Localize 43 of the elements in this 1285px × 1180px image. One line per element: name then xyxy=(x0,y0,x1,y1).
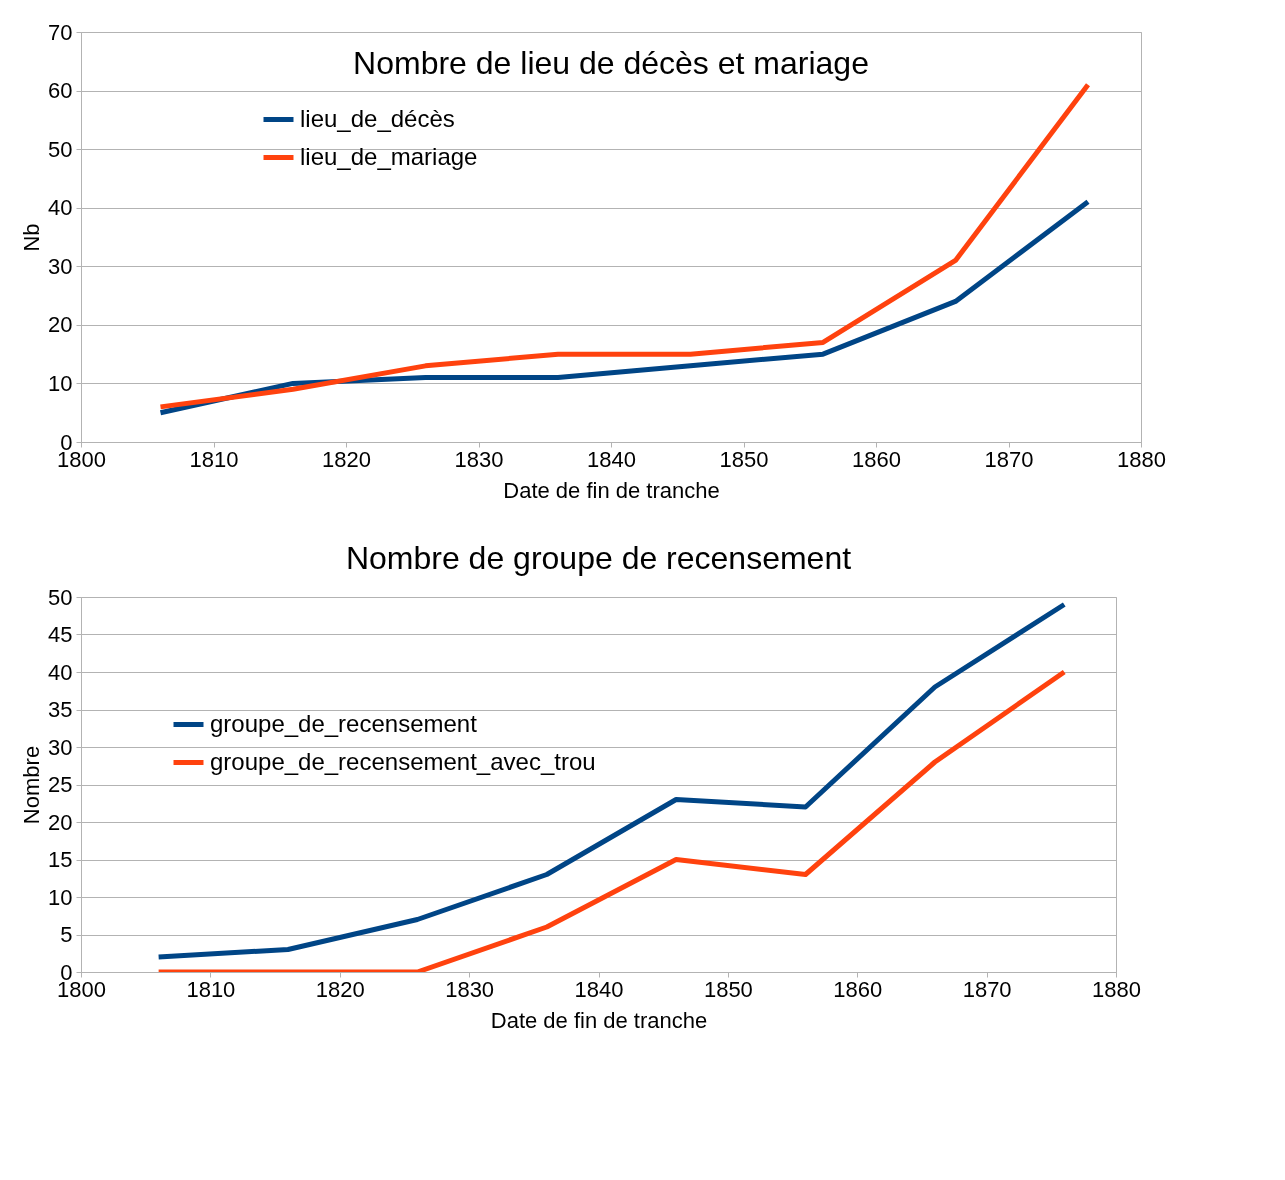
y-tick-label: 5 xyxy=(60,922,73,947)
y-axis-title: Nombre xyxy=(19,745,45,825)
x-tick-label: 1830 xyxy=(454,446,504,472)
x-tick-label: 1870 xyxy=(984,446,1034,472)
x-tick-label: 1840 xyxy=(574,976,624,1002)
x-tick-label: 1880 xyxy=(1092,976,1141,1002)
y-tick-label: 40 xyxy=(48,195,73,221)
legend-label: groupe_de_recensement xyxy=(210,709,478,737)
y-axis-title: Nb xyxy=(19,223,45,252)
y-tick-label: 35 xyxy=(48,697,73,722)
legend-label: lieu_de_mariage xyxy=(300,142,478,170)
x-tick-label: 1840 xyxy=(587,446,636,472)
x-tick-label: 1860 xyxy=(852,446,901,472)
y-tick-label: 15 xyxy=(48,847,73,872)
x-tick-label: 1810 xyxy=(189,446,239,472)
chart-title: Nombre de groupe de recensement xyxy=(345,540,852,576)
y-tick-label: 20 xyxy=(48,809,73,835)
x-tick-label: 1810 xyxy=(186,976,236,1002)
y-tick-label: 20 xyxy=(48,312,73,338)
y-tick-label: 70 xyxy=(48,19,73,45)
y-tick-label: 50 xyxy=(48,136,73,162)
x-tick-label: 1850 xyxy=(703,976,753,1002)
y-tick-label: 40 xyxy=(48,659,73,685)
legend-label: lieu_de_décès xyxy=(300,104,455,132)
x-tick-label: 1880 xyxy=(1117,446,1166,472)
x-tick-label: 1860 xyxy=(833,976,883,1002)
legend-label: groupe_de_recensement_avec_trou xyxy=(210,747,596,775)
y-tick-label: 10 xyxy=(48,370,73,396)
y-tick-label: 30 xyxy=(48,253,73,279)
x-tick-label: 1870 xyxy=(962,976,1012,1002)
y-tick-label: 10 xyxy=(48,884,73,910)
x-axis-title: Date de fin de tranche xyxy=(490,1007,708,1033)
chart-title: Nombre de lieu de décès et mariage xyxy=(353,45,869,81)
x-tick-label: 1850 xyxy=(719,446,769,472)
x-tick-label: 1820 xyxy=(315,976,365,1002)
y-tick-label: 45 xyxy=(48,622,73,647)
y-tick-label: 25 xyxy=(48,772,73,797)
x-tick-label: 1830 xyxy=(445,976,495,1002)
x-axis-title: Date de fin de tranche xyxy=(503,477,720,503)
y-tick-label: 60 xyxy=(48,78,73,104)
y-tick-label: 30 xyxy=(48,734,73,760)
x-tick-label: 1820 xyxy=(322,446,371,472)
y-tick-label: 50 xyxy=(48,584,73,610)
